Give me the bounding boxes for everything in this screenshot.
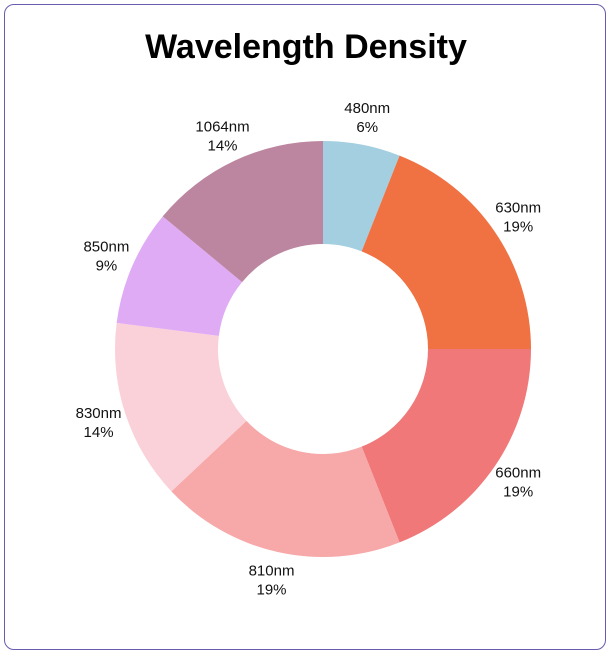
slice-label: 480nm: [344, 100, 390, 117]
slice-percent-label: 14%: [84, 424, 114, 441]
slice-850nm: [116, 216, 243, 336]
chart-title: Wavelength Density: [145, 28, 467, 66]
slice-percent-label: 6%: [356, 119, 378, 136]
slice-label: 810nm: [249, 562, 295, 579]
slice-830nm: [115, 322, 247, 492]
slice-label: 850nm: [83, 238, 129, 255]
slice-label: 630nm: [495, 199, 541, 216]
slice-label: 830nm: [76, 405, 122, 422]
slice-label: 660nm: [495, 465, 541, 482]
slice-percent-label: 19%: [503, 218, 533, 235]
slice-630nm: [361, 155, 531, 349]
slice-percent-label: 19%: [503, 484, 533, 501]
slice-percent-label: 19%: [257, 581, 287, 598]
chart-frame: [4, 4, 606, 650]
slice-percent-label: 9%: [96, 257, 118, 274]
slice-480nm: [323, 141, 400, 252]
slice-1064nm: [162, 141, 323, 283]
slice-percent-label: 14%: [208, 137, 238, 154]
slice-label: 1064nm: [195, 118, 249, 135]
slice-660nm: [361, 349, 531, 543]
slice-810nm: [171, 420, 400, 557]
